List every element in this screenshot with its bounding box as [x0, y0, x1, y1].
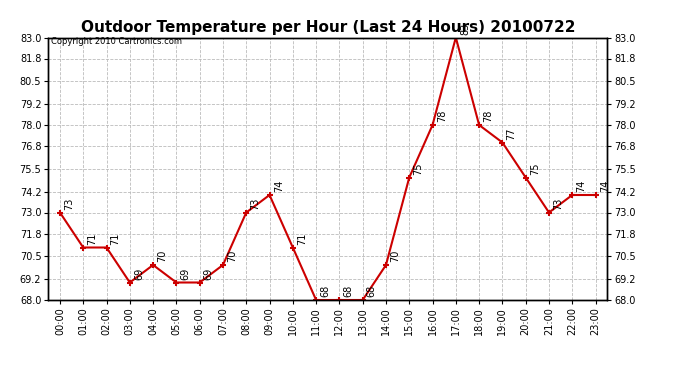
- Text: 77: 77: [506, 127, 517, 140]
- Text: 71: 71: [297, 232, 307, 245]
- Text: 74: 74: [576, 180, 586, 192]
- Text: 73: 73: [553, 197, 563, 210]
- Text: 69: 69: [134, 267, 144, 280]
- Text: Copyright 2010 Cartronics.com: Copyright 2010 Cartronics.com: [51, 38, 182, 46]
- Text: 73: 73: [64, 197, 74, 210]
- Text: 68: 68: [320, 285, 331, 297]
- Text: 75: 75: [530, 162, 540, 175]
- Text: 75: 75: [413, 162, 424, 175]
- Text: 83: 83: [460, 22, 470, 35]
- Text: 73: 73: [250, 197, 260, 210]
- Text: 70: 70: [227, 250, 237, 262]
- Text: 78: 78: [483, 110, 493, 122]
- Text: 69: 69: [181, 267, 190, 280]
- Text: 74: 74: [600, 180, 610, 192]
- Text: 68: 68: [367, 285, 377, 297]
- Text: 78: 78: [437, 110, 446, 122]
- Text: 70: 70: [157, 250, 167, 262]
- Title: Outdoor Temperature per Hour (Last 24 Hours) 20100722: Outdoor Temperature per Hour (Last 24 Ho…: [81, 20, 575, 35]
- Text: 69: 69: [204, 267, 214, 280]
- Text: 71: 71: [88, 232, 97, 245]
- Text: 74: 74: [274, 180, 284, 192]
- Text: 71: 71: [110, 232, 121, 245]
- Text: 70: 70: [390, 250, 400, 262]
- Text: 68: 68: [344, 285, 353, 297]
